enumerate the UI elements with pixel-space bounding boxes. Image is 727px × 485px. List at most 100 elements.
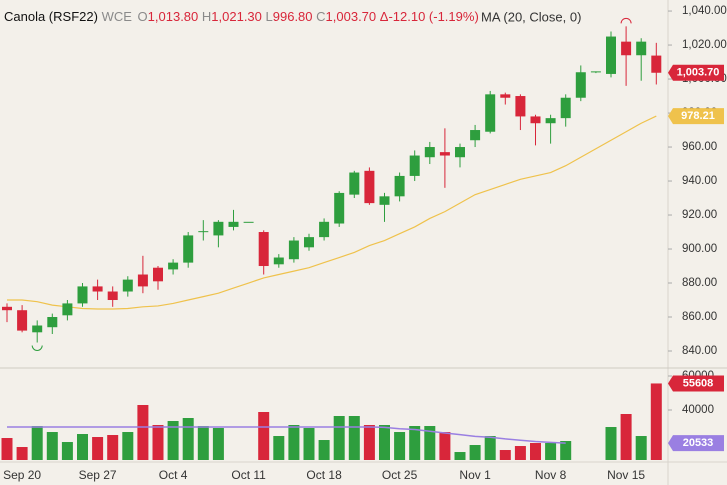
- candle-body: [198, 231, 209, 233]
- candle-body: [304, 237, 314, 248]
- volume-bar: [454, 452, 466, 460]
- volume-bar: [303, 428, 315, 460]
- volume-bar: [1, 438, 13, 460]
- volume-bar: [92, 437, 104, 460]
- volume-bar: [620, 414, 632, 460]
- x-tick-label: Oct 18: [306, 468, 342, 482]
- candle-body: [243, 221, 254, 223]
- volume-badge-bg: [668, 375, 724, 392]
- candle-body: [530, 116, 541, 124]
- volume-bar: [288, 425, 300, 460]
- volume-ma-badge: 20533: [683, 437, 714, 449]
- volume-bar: [167, 421, 179, 460]
- y-tick-label: 920.00: [682, 209, 717, 221]
- volume-bar: [77, 434, 88, 460]
- volume-bar: [514, 446, 526, 460]
- volume-bar: [650, 383, 662, 460]
- candle-body: [183, 235, 194, 263]
- y-tick-label: 1,040.00: [682, 5, 727, 17]
- candle-body: [560, 97, 571, 119]
- candle-body: [153, 267, 163, 282]
- ma-badge: 978.21: [681, 110, 715, 122]
- candle-body: [590, 71, 601, 73]
- volume-bar: [137, 405, 149, 460]
- candle-body: [485, 94, 496, 132]
- candle-body: [545, 118, 556, 124]
- y-tick-label: 960.00: [682, 141, 717, 153]
- volume-bar: [107, 435, 119, 460]
- candle-body: [651, 55, 662, 73]
- x-tick-label: Nov 1: [459, 468, 491, 482]
- candle-body: [122, 279, 133, 292]
- quote-key: L: [266, 9, 273, 24]
- ma-badge-bg: [668, 108, 724, 125]
- volume-bar: [152, 425, 164, 460]
- candle-body: [258, 232, 269, 267]
- candle-body: [319, 221, 330, 238]
- volume-bar: [318, 440, 330, 460]
- x-tick-label: Nov 15: [607, 468, 645, 482]
- volume-bar: [394, 432, 406, 460]
- candle-body: [439, 152, 450, 156]
- candle-body: [424, 147, 435, 158]
- high-marker: [620, 17, 632, 24]
- volume-bar: [530, 443, 541, 460]
- volume-bar: [212, 428, 224, 460]
- candle-body: [455, 147, 465, 158]
- volume-bar: [258, 412, 270, 460]
- volume-bar: [197, 426, 209, 460]
- y-tick-label: 1,020.00: [682, 39, 727, 51]
- ma-legend: MA (20, Close, 0): [481, 9, 581, 24]
- candle-body: [32, 325, 43, 333]
- x-tick-label: Sep 27: [79, 468, 117, 482]
- candle-body: [470, 130, 481, 141]
- y-tick-label: 900.00: [682, 243, 717, 255]
- legend-header: Canola (RSF22) WCE O1,013.80 H1,021.30 L…: [4, 9, 479, 24]
- volume-bar: [439, 432, 451, 460]
- volume-bar: [182, 418, 194, 460]
- candle-body: [137, 274, 148, 287]
- volume-bar: [409, 426, 421, 460]
- y-tick-label: 40000: [682, 404, 714, 416]
- volume-bar: [333, 416, 345, 460]
- candle-body: [2, 306, 12, 311]
- volume-bar: [499, 450, 511, 460]
- moving-average-line: [7, 426, 566, 444]
- y-tick-label: 940.00: [682, 175, 717, 187]
- volume-bar: [61, 442, 73, 460]
- exchange: WCE: [102, 9, 133, 24]
- candle-body: [168, 262, 179, 270]
- candle-body: [62, 303, 73, 316]
- volume-bar: [348, 416, 360, 460]
- candle-body: [515, 96, 526, 117]
- quote-key: C: [316, 9, 325, 24]
- quote-key: H: [202, 9, 211, 24]
- candle-body: [379, 196, 390, 205]
- volume-bar: [484, 436, 496, 460]
- change: Δ-12.10 (-1.19%): [380, 9, 479, 24]
- volume-bar: [122, 432, 134, 460]
- volume-bar: [560, 441, 572, 460]
- x-tick-label: Oct 4: [159, 468, 188, 482]
- candle-body: [213, 221, 224, 236]
- candle-body: [606, 36, 616, 74]
- volume-bar: [16, 447, 28, 460]
- volume-bar: [31, 426, 43, 460]
- quote-value: 1,013.80: [148, 9, 199, 24]
- candle-body: [92, 286, 103, 292]
- volume-ma-badge-bg: [668, 435, 724, 452]
- candle-body: [273, 257, 284, 265]
- volume-bar: [424, 426, 436, 460]
- candle-body: [364, 170, 375, 204]
- x-tick-label: Sep 20: [3, 468, 41, 482]
- volume-bar: [273, 436, 285, 460]
- moving-average-line: [7, 115, 657, 310]
- candle-body: [47, 317, 58, 328]
- candle-body: [17, 310, 28, 331]
- quote-value: 1,021.30: [211, 9, 262, 24]
- y-tick-label: 880.00: [682, 277, 717, 289]
- price-badge-bg: [668, 64, 724, 81]
- quote-value: 1,003.70: [326, 9, 377, 24]
- candle-body: [334, 192, 345, 224]
- x-tick-label: Nov 8: [535, 468, 567, 482]
